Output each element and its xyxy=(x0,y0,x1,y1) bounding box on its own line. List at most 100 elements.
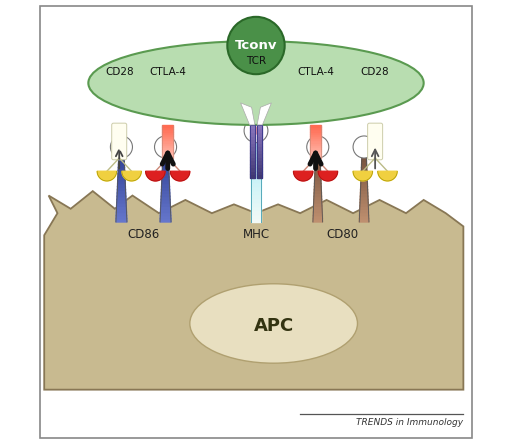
Polygon shape xyxy=(251,206,261,210)
Polygon shape xyxy=(310,127,322,129)
Polygon shape xyxy=(257,139,262,143)
Polygon shape xyxy=(44,191,463,390)
Polygon shape xyxy=(315,174,321,177)
Polygon shape xyxy=(251,163,261,166)
Polygon shape xyxy=(361,161,367,164)
Polygon shape xyxy=(315,177,321,180)
Polygon shape xyxy=(251,218,261,222)
Polygon shape xyxy=(251,166,261,170)
Polygon shape xyxy=(251,198,261,202)
Polygon shape xyxy=(310,136,322,138)
Polygon shape xyxy=(170,171,190,181)
Polygon shape xyxy=(310,129,322,131)
Polygon shape xyxy=(314,196,322,200)
Polygon shape xyxy=(313,219,323,222)
Polygon shape xyxy=(117,200,126,203)
Polygon shape xyxy=(257,128,262,132)
Polygon shape xyxy=(161,193,170,196)
Polygon shape xyxy=(250,171,255,174)
Polygon shape xyxy=(310,156,322,158)
Polygon shape xyxy=(257,167,262,171)
Polygon shape xyxy=(361,180,368,184)
Circle shape xyxy=(227,17,285,74)
Circle shape xyxy=(244,119,268,143)
Polygon shape xyxy=(116,216,127,219)
Text: CTLA-4: CTLA-4 xyxy=(150,67,186,77)
Text: CD80: CD80 xyxy=(326,228,358,241)
Text: APC: APC xyxy=(253,317,294,335)
Polygon shape xyxy=(315,164,321,168)
Ellipse shape xyxy=(89,41,423,125)
Polygon shape xyxy=(241,103,255,125)
Polygon shape xyxy=(257,132,262,135)
Polygon shape xyxy=(360,200,368,203)
Polygon shape xyxy=(162,149,174,151)
Polygon shape xyxy=(310,149,322,151)
Polygon shape xyxy=(310,151,322,154)
Polygon shape xyxy=(162,143,174,145)
FancyBboxPatch shape xyxy=(112,123,127,160)
Polygon shape xyxy=(257,164,262,167)
Polygon shape xyxy=(251,170,261,174)
Polygon shape xyxy=(257,146,262,150)
Polygon shape xyxy=(116,212,126,216)
Polygon shape xyxy=(162,138,174,140)
Text: TRENDS in Immunology: TRENDS in Immunology xyxy=(356,418,463,427)
Polygon shape xyxy=(359,219,369,222)
Polygon shape xyxy=(146,171,165,181)
Polygon shape xyxy=(310,140,322,143)
Polygon shape xyxy=(117,193,126,196)
Polygon shape xyxy=(360,196,368,200)
Polygon shape xyxy=(310,138,322,140)
Polygon shape xyxy=(162,125,174,127)
Polygon shape xyxy=(361,177,367,180)
Polygon shape xyxy=(118,177,125,180)
Polygon shape xyxy=(257,153,262,157)
Polygon shape xyxy=(162,145,174,147)
Polygon shape xyxy=(314,184,321,187)
Polygon shape xyxy=(118,168,124,171)
Polygon shape xyxy=(314,190,322,193)
Polygon shape xyxy=(117,187,125,190)
Text: CD28: CD28 xyxy=(105,67,134,77)
Polygon shape xyxy=(314,180,321,184)
Polygon shape xyxy=(122,171,141,181)
Polygon shape xyxy=(250,157,255,160)
Polygon shape xyxy=(361,164,367,168)
Text: Tconv: Tconv xyxy=(234,39,278,52)
Polygon shape xyxy=(378,171,397,181)
Polygon shape xyxy=(251,210,261,214)
Polygon shape xyxy=(250,146,255,150)
Polygon shape xyxy=(97,171,117,181)
Polygon shape xyxy=(315,171,321,174)
Polygon shape xyxy=(251,182,261,186)
Polygon shape xyxy=(250,132,255,135)
FancyBboxPatch shape xyxy=(368,123,382,160)
Polygon shape xyxy=(251,194,261,198)
Polygon shape xyxy=(160,212,171,216)
Polygon shape xyxy=(118,174,125,177)
Polygon shape xyxy=(250,139,255,143)
Polygon shape xyxy=(162,131,174,134)
Polygon shape xyxy=(250,153,255,157)
Polygon shape xyxy=(257,143,262,146)
Polygon shape xyxy=(250,164,255,167)
Polygon shape xyxy=(313,203,322,206)
Polygon shape xyxy=(162,168,169,171)
Polygon shape xyxy=(161,190,170,193)
Polygon shape xyxy=(116,209,126,212)
Polygon shape xyxy=(162,140,174,143)
Circle shape xyxy=(155,136,177,158)
Circle shape xyxy=(307,136,329,158)
Polygon shape xyxy=(160,219,171,222)
Polygon shape xyxy=(314,200,322,203)
Polygon shape xyxy=(310,125,322,127)
Circle shape xyxy=(111,136,133,158)
Polygon shape xyxy=(257,174,262,178)
Polygon shape xyxy=(250,128,255,132)
Polygon shape xyxy=(162,171,169,174)
Polygon shape xyxy=(250,150,255,153)
Polygon shape xyxy=(257,171,262,174)
Polygon shape xyxy=(251,174,261,178)
Polygon shape xyxy=(161,206,170,209)
